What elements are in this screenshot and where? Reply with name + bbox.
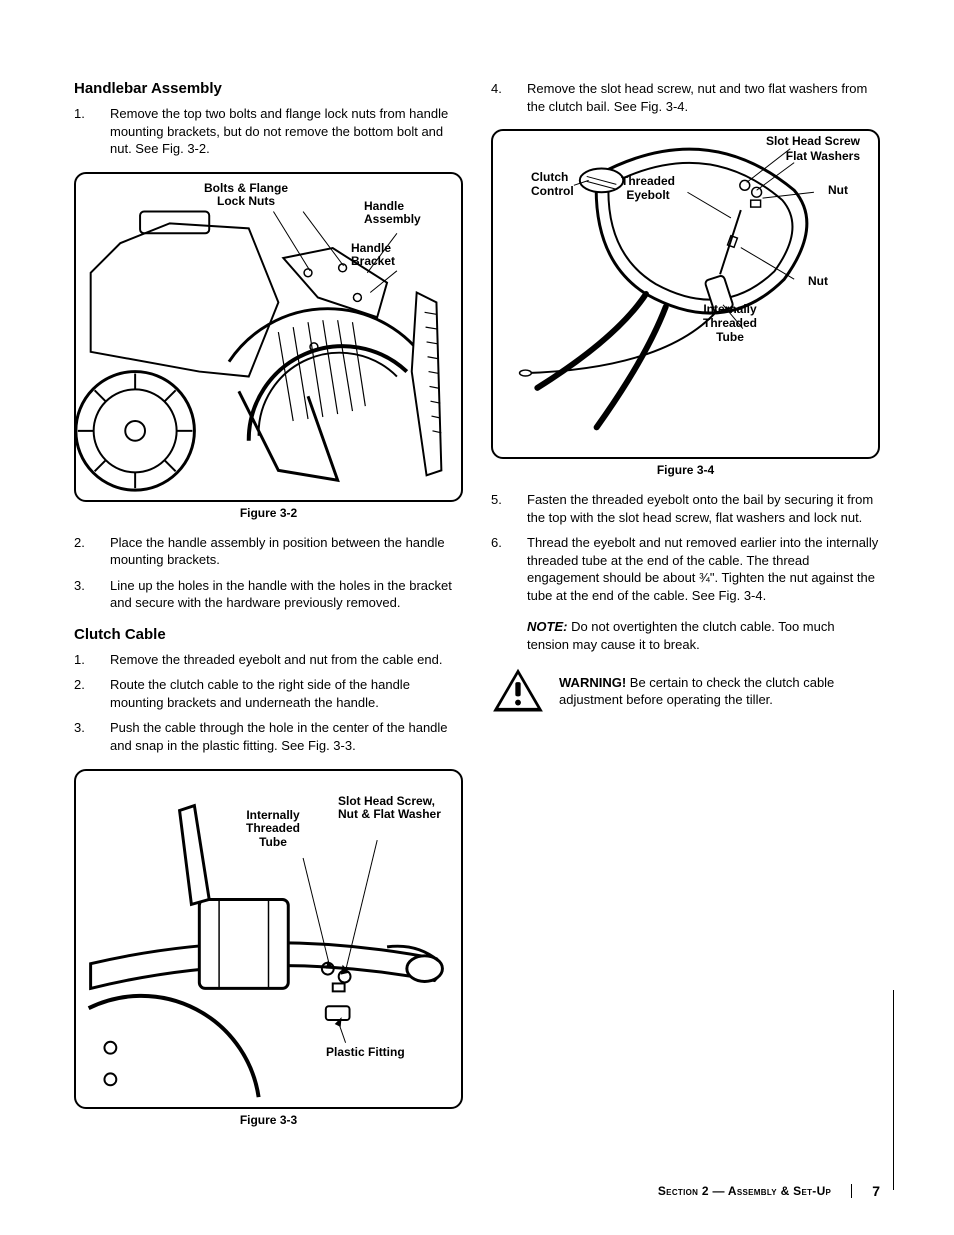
page-columns: Handlebar Assembly 1. Remove the top two… <box>74 80 880 1141</box>
left-column: Handlebar Assembly 1. Remove the top two… <box>74 80 463 1141</box>
label-flat-washers: Flat Washers <box>786 150 860 164</box>
list-item: 4. Remove the slot head screw, nut and t… <box>491 80 880 115</box>
side-rule <box>893 990 894 1190</box>
warning-text: WARNING! Be certain to check the clutch … <box>559 674 880 709</box>
page-footer: Section 2 — Assembly & Set-Up 7 <box>658 1183 880 1199</box>
footer-divider <box>851 1184 852 1198</box>
list-item: 3. Push the cable through the hole in th… <box>74 719 463 754</box>
footer-section: Section 2 — Assembly & Set-Up <box>658 1184 831 1198</box>
list-item: 1. Remove the top two bolts and flange l… <box>74 105 463 158</box>
list-item: 6. Thread the eyebolt and nut removed ea… <box>491 534 880 604</box>
list-text: Place the handle assembly in position be… <box>110 534 463 569</box>
right-list-2: 5. Fasten the threaded eyebolt onto the … <box>491 491 880 604</box>
list-text: Remove the top two bolts and flange lock… <box>110 105 463 158</box>
figure-3-3-caption: Figure 3-3 <box>74 1113 463 1127</box>
list-text: Fasten the threaded eyebolt onto the bai… <box>527 491 880 526</box>
label-handle-bracket: HandleBracket <box>351 242 395 270</box>
label-handle-assembly: HandleAssembly <box>364 200 421 228</box>
list-item: 3. Line up the holes in the handle with … <box>74 577 463 612</box>
list-number: 2. <box>74 676 110 711</box>
figure-3-2: Bolts & FlangeLock Nuts HandleAssembly H… <box>74 172 463 502</box>
note-label: NOTE: <box>527 619 567 634</box>
warning-icon <box>491 667 545 715</box>
list-number: 6. <box>491 534 527 604</box>
warning-label: WARNING! <box>559 675 626 690</box>
list-item: 1. Remove the threaded eyebolt and nut f… <box>74 651 463 669</box>
label-plastic-fitting: Plastic Fitting <box>326 1046 405 1060</box>
warning-block: WARNING! Be certain to check the clutch … <box>491 667 880 715</box>
label-bolts-flange: Bolts & FlangeLock Nuts <box>204 182 288 210</box>
list-number: 3. <box>74 719 110 754</box>
label-threaded-eyebolt: ThreadedEyebolt <box>621 175 675 203</box>
label-clutch-control: ClutchControl <box>531 171 574 199</box>
list-item: 5. Fasten the threaded eyebolt onto the … <box>491 491 880 526</box>
list-item: 2. Route the clutch cable to the right s… <box>74 676 463 711</box>
note-text: Do not overtighten the clutch cable. Too… <box>527 619 835 652</box>
label-slot-head-screw: Slot Head Screw <box>766 135 860 149</box>
list-number: 2. <box>74 534 110 569</box>
right-column: 4. Remove the slot head screw, nut and t… <box>491 80 880 1141</box>
list-number: 1. <box>74 651 110 669</box>
list-number: 1. <box>74 105 110 158</box>
list-number: 3. <box>74 577 110 612</box>
list-text: Push the cable through the hole in the c… <box>110 719 463 754</box>
list-text: Route the clutch cable to the right side… <box>110 676 463 711</box>
label-internally-threaded-tube-r: InternallyThreadedTube <box>703 303 757 344</box>
clutch-list: 1. Remove the threaded eyebolt and nut f… <box>74 651 463 755</box>
list-text: Remove the threaded eyebolt and nut from… <box>110 651 463 669</box>
figure-3-3: InternallyThreadedTube Slot Head Screw,N… <box>74 769 463 1109</box>
heading-handlebar-assembly: Handlebar Assembly <box>74 80 463 97</box>
right-list-1: 4. Remove the slot head screw, nut and t… <box>491 80 880 115</box>
list-text: Line up the holes in the handle with the… <box>110 577 463 612</box>
label-internally-threaded-tube: InternallyThreadedTube <box>246 809 300 850</box>
note-block: NOTE: Do not overtighten the clutch cabl… <box>527 618 880 653</box>
heading-clutch-cable: Clutch Cable <box>74 626 463 643</box>
label-slot-head-screw-nut-washer: Slot Head Screw,Nut & Flat Washer <box>338 795 441 823</box>
figure-3-2-caption: Figure 3-2 <box>74 506 463 520</box>
list-text: Remove the slot head screw, nut and two … <box>527 80 880 115</box>
figure-3-4-caption: Figure 3-4 <box>491 463 880 477</box>
label-nut-bottom: Nut <box>808 275 828 289</box>
handlebar-list-1: 1. Remove the top two bolts and flange l… <box>74 105 463 158</box>
list-number: 4. <box>491 80 527 115</box>
footer-page-number: 7 <box>872 1183 880 1199</box>
list-number: 5. <box>491 491 527 526</box>
list-item: 2. Place the handle assembly in position… <box>74 534 463 569</box>
handlebar-list-2: 2. Place the handle assembly in position… <box>74 534 463 612</box>
figure-3-4: ClutchControl ThreadedEyebolt Slot Head … <box>491 129 880 459</box>
label-nut-top: Nut <box>828 184 848 198</box>
list-text: Thread the eyebolt and nut removed earli… <box>527 534 880 604</box>
